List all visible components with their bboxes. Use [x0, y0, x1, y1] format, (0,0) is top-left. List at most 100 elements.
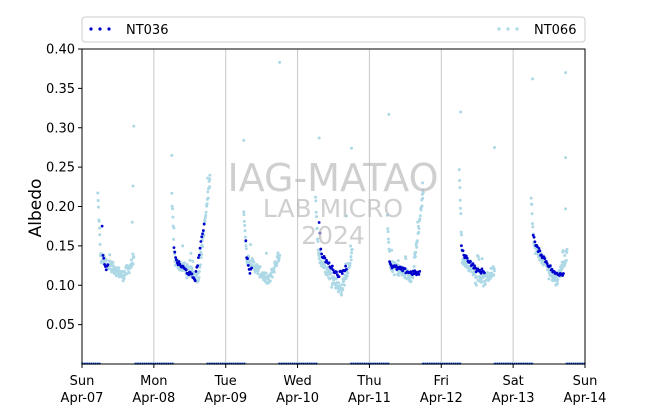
x-tick-date: Apr-07: [61, 391, 104, 406]
y-tick-label: 0.05: [46, 318, 75, 333]
point-nt066: [564, 207, 568, 211]
point-nt036: [461, 249, 465, 253]
watermark-line1: IAG-MATAO: [227, 156, 438, 200]
point-nt066: [314, 195, 318, 199]
point-nt066: [242, 213, 246, 217]
point-nt066: [344, 214, 348, 218]
point-nt036: [340, 272, 344, 275]
legend-dot: [89, 27, 93, 31]
point-nt066: [189, 251, 193, 255]
point-nt036: [344, 264, 348, 268]
point-nt066: [477, 257, 481, 261]
point-nt066: [348, 264, 352, 268]
point-nt066: [346, 271, 350, 275]
legend-dot: [497, 27, 501, 31]
point-nt066: [492, 269, 496, 273]
point-nt066: [318, 250, 322, 254]
point-nt066: [131, 262, 135, 266]
point-nt066: [396, 259, 400, 263]
point-nt066: [97, 219, 101, 223]
x-tick-day: Tue: [214, 374, 237, 389]
x-tick-day: Wed: [283, 374, 311, 389]
point-nt036: [465, 256, 469, 260]
point-nt036: [540, 253, 543, 257]
data-points: [96, 60, 569, 297]
point-nt066: [328, 277, 332, 281]
point-nt066: [242, 219, 246, 223]
point-nt036: [473, 264, 476, 268]
point-nt066: [266, 276, 270, 280]
point-nt036: [184, 268, 188, 272]
point-nt066: [172, 237, 176, 241]
point-nt066: [492, 267, 496, 271]
point-nt066: [492, 273, 496, 277]
point-nt066: [531, 77, 535, 81]
point-nt036: [199, 240, 203, 243]
y-tick-label: 0.15: [46, 239, 75, 254]
watermark-line2: LAB MICRO: [263, 194, 403, 223]
point-nt066: [127, 271, 131, 275]
point-nt066: [131, 252, 135, 256]
point-nt066: [412, 264, 416, 268]
legend: NT036 NT066: [81, 16, 586, 43]
point-nt066: [186, 265, 190, 269]
point-nt066: [341, 287, 345, 291]
point-nt066: [108, 253, 112, 257]
point-nt066: [185, 276, 189, 280]
point-nt066: [130, 220, 134, 224]
point-nt066: [264, 271, 268, 275]
point-nt066: [386, 230, 390, 234]
point-nt066: [172, 226, 176, 230]
point-nt066: [413, 255, 417, 259]
point-nt066: [417, 226, 421, 230]
point-nt066: [562, 264, 566, 268]
point-nt066: [314, 199, 318, 203]
point-nt066: [563, 254, 567, 258]
point-nt066: [547, 277, 551, 281]
point-nt066: [561, 249, 565, 253]
point-nt036: [325, 259, 328, 262]
point-nt066: [244, 247, 248, 251]
point-nt066: [182, 261, 186, 265]
legend-label-nt066: NT066: [534, 23, 576, 38]
point-nt066: [208, 177, 212, 181]
point-nt066: [278, 253, 282, 257]
point-nt036: [480, 267, 484, 271]
point-nt066: [421, 196, 425, 200]
point-nt066: [205, 202, 209, 206]
point-nt036: [250, 266, 253, 270]
point-nt036: [533, 240, 537, 244]
point-nt036: [562, 272, 565, 275]
point-nt066: [203, 219, 207, 223]
x-tick-date: Apr-09: [204, 391, 247, 406]
point-nt066: [170, 153, 174, 157]
point-nt066: [187, 267, 191, 271]
point-nt066: [385, 213, 389, 217]
point-nt066: [459, 206, 463, 210]
point-nt066: [349, 146, 353, 150]
point-nt066: [197, 269, 201, 273]
y-tick-label: 0.40: [46, 43, 75, 58]
point-nt066: [98, 233, 102, 237]
x-tick-day: Thu: [356, 374, 381, 389]
point-nt066: [480, 280, 484, 284]
x-tick-date: Apr-11: [348, 391, 391, 406]
legend-marker-nt066: [497, 27, 519, 31]
point-nt036: [177, 260, 181, 263]
point-nt066: [132, 255, 136, 259]
point-nt066: [554, 275, 558, 279]
point-nt066: [345, 274, 349, 278]
point-nt066: [104, 258, 108, 262]
point-nt036: [417, 273, 421, 276]
point-nt066: [199, 256, 203, 260]
point-nt036: [401, 269, 404, 273]
point-nt036: [479, 271, 483, 275]
point-nt036: [335, 270, 338, 274]
point-nt066: [350, 247, 354, 251]
point-nt066: [111, 260, 115, 264]
point-nt066: [459, 230, 463, 234]
point-nt066: [421, 191, 425, 195]
point-nt066: [204, 210, 208, 214]
point-nt066: [256, 272, 260, 276]
